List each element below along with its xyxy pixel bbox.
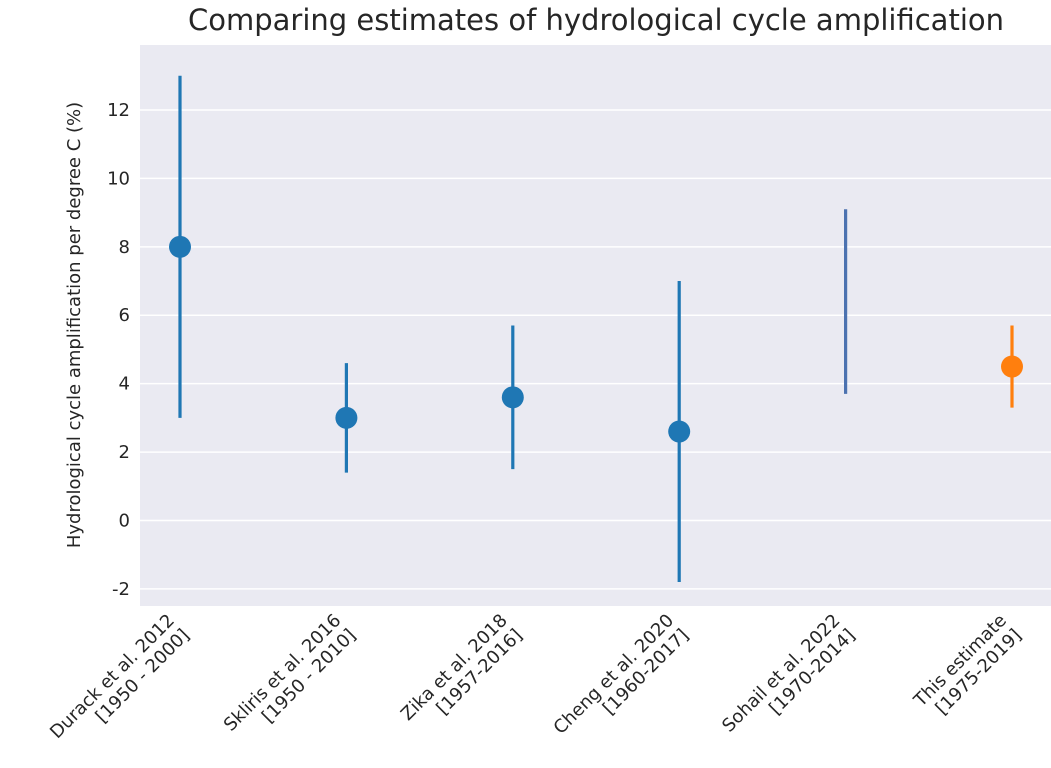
y-axis-label: Hydrological cycle amplification per deg… — [64, 102, 85, 548]
y-tick-label: 10 — [107, 168, 130, 189]
plot-area — [140, 45, 1051, 606]
x-tick-label: Skliris et al. 2016[1950 - 2010] — [220, 610, 360, 736]
y-tick-label: 6 — [119, 305, 130, 326]
y-tick-label: 12 — [107, 100, 130, 121]
x-tick-label: Durack et al. 2012[1950 - 2000] — [46, 610, 194, 743]
y-tick-label: 8 — [119, 237, 130, 258]
x-tick-label: Sohail et al. 2022[1970-2014] — [718, 610, 859, 736]
x-tick-label-line: Cheng et al. 2020 — [550, 610, 679, 739]
x-tick-label-line: Durack et al. 2012 — [46, 610, 179, 743]
chart-title: Comparing estimates of hydrological cycl… — [188, 3, 1004, 37]
point — [1001, 355, 1023, 378]
x-tick-label: Cheng et al. 2020[1960-2017] — [550, 610, 693, 739]
point — [169, 235, 191, 258]
x-tick-label: Zika et al. 2018[1957-2016] — [397, 610, 527, 725]
point — [335, 406, 358, 429]
x-tick-label: This estimate[1975-2019] — [909, 610, 1025, 719]
y-tick-label: 4 — [119, 374, 130, 395]
point — [668, 420, 691, 443]
y-tick-label: 0 — [119, 510, 130, 531]
y-tick-label: 2 — [119, 442, 130, 463]
point — [501, 386, 524, 409]
y-tick-label: -2 — [112, 579, 130, 600]
